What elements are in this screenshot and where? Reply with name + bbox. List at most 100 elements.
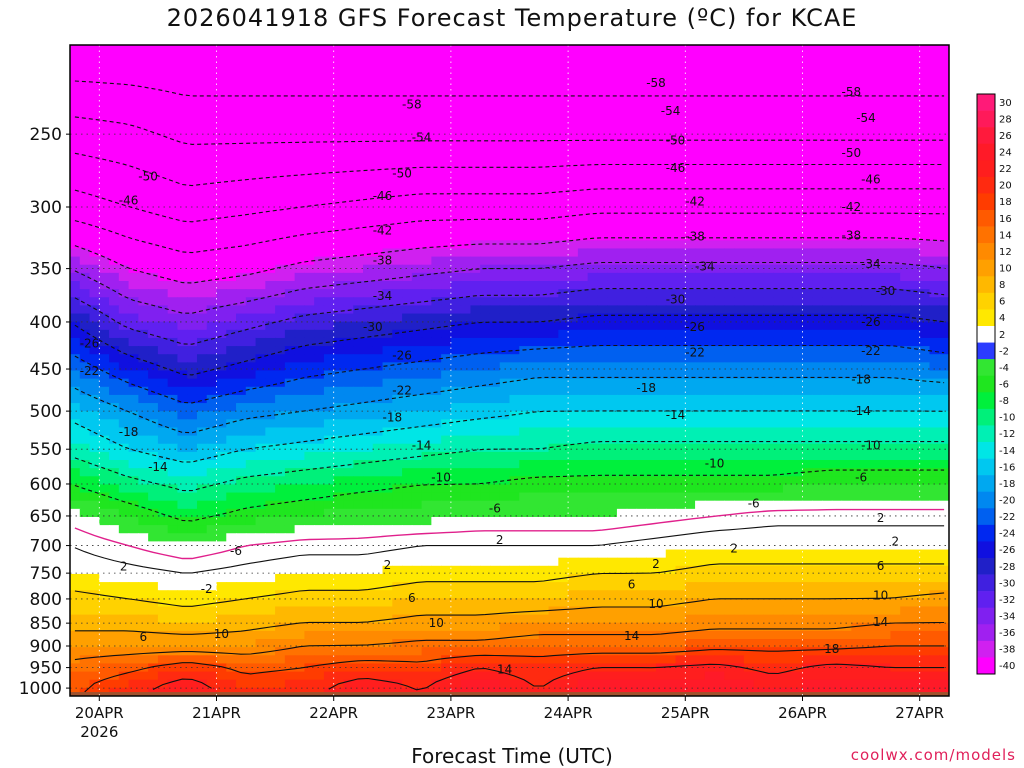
temperature-cell — [900, 93, 911, 103]
temperature-cell — [89, 77, 100, 87]
temperature-cell — [695, 313, 706, 323]
temperature-cell — [529, 427, 540, 437]
temperature-cell — [372, 85, 384, 95]
temperature-cell — [226, 280, 237, 290]
temperature-cell — [441, 191, 452, 201]
temperature-cell — [470, 85, 481, 95]
temperature-cell — [470, 427, 481, 437]
temperature-cell — [333, 419, 345, 429]
temperature-cell — [822, 85, 833, 95]
temperature-cell — [919, 45, 931, 54]
temperature-cell — [900, 256, 911, 266]
temperature-cell — [665, 346, 677, 355]
temperature-cell — [499, 150, 511, 160]
temperature-cell — [616, 183, 628, 193]
temperature-cell — [724, 443, 735, 453]
temperature-cell — [665, 394, 677, 404]
temperature-cell — [939, 346, 949, 355]
temperature-cell — [597, 313, 608, 323]
temperature-cell — [343, 183, 354, 193]
temperature-cell — [196, 264, 208, 274]
temperature-cell — [255, 346, 266, 355]
temperature-cell — [118, 101, 130, 111]
temperature-cell — [929, 403, 940, 412]
temperature-cell — [831, 248, 843, 258]
temperature-cell — [538, 256, 550, 266]
temperature-cell — [372, 126, 384, 136]
temperature-cell — [323, 167, 335, 176]
temperature-cell — [177, 110, 188, 119]
temperature-cell — [255, 61, 266, 71]
temperature-cell — [548, 191, 559, 201]
temperature-cell — [861, 183, 872, 193]
temperature-cell — [919, 435, 931, 445]
temperature-cell — [812, 191, 823, 201]
temperature-cell — [265, 435, 276, 445]
temperature-cell — [841, 61, 852, 71]
temperature-cell — [79, 199, 91, 209]
temperature-cell — [909, 93, 921, 103]
temperature-cell — [275, 142, 286, 152]
temperature-cell — [79, 419, 91, 429]
temperature-cell — [870, 126, 882, 136]
temperature-cell — [704, 305, 716, 315]
temperature-cell — [656, 272, 667, 282]
temperature-cell — [929, 183, 940, 193]
temperature-cell — [382, 272, 393, 282]
temperature-cell — [782, 411, 794, 420]
temperature-cell — [363, 191, 374, 201]
temperature-cell — [675, 419, 686, 429]
temperature-cell — [275, 435, 286, 445]
temperature-cell — [880, 362, 891, 372]
temperature-cell — [216, 45, 227, 54]
temperature-cell — [812, 362, 823, 372]
temperature-cell — [441, 337, 452, 347]
temperature-cell — [558, 175, 569, 184]
temperature-cell — [743, 126, 755, 136]
temperature-cell — [548, 484, 559, 494]
temperature-cell — [792, 280, 804, 290]
temperature-cell — [431, 61, 442, 71]
temperature-cell — [304, 158, 315, 168]
temperature-cell — [460, 142, 472, 152]
temperature-cell — [822, 394, 833, 404]
temperature-cell — [275, 451, 286, 461]
temperature-cell — [939, 224, 949, 233]
temperature-cell — [900, 289, 911, 298]
temperature-cell — [255, 460, 266, 469]
temperature-cell — [226, 199, 237, 209]
temperature-cell — [734, 126, 745, 136]
temperature-cell — [587, 313, 598, 323]
temperature-cell — [255, 370, 266, 380]
temperature-cell — [695, 451, 706, 461]
temperature-cell — [236, 85, 247, 95]
temperature-cell — [255, 85, 266, 95]
temperature-cell — [646, 167, 657, 176]
temperature-cell — [773, 69, 784, 79]
temperature-cell — [577, 337, 589, 347]
temperature-cell — [304, 101, 315, 111]
temperature-cell — [138, 313, 149, 323]
temperature-cell — [167, 460, 179, 469]
temperature-cell — [890, 240, 901, 250]
temperature-cell — [724, 232, 735, 241]
temperature-cell — [304, 435, 315, 445]
temperature-cell — [880, 329, 891, 339]
temperature-cell — [294, 378, 305, 388]
temperature-cell — [939, 85, 949, 95]
temperature-cell — [763, 321, 774, 331]
temperature-cell — [577, 305, 589, 315]
temperature-cell — [841, 435, 852, 445]
temperature-cell — [450, 175, 462, 184]
temperature-cell — [568, 427, 579, 437]
temperature-cell — [128, 451, 139, 461]
temperature-cell — [568, 329, 579, 339]
temperature-cell — [157, 232, 169, 241]
temperature-cell — [480, 403, 491, 412]
temperature-cell — [118, 443, 130, 453]
temperature-cell — [509, 280, 520, 290]
temperature-cell — [773, 443, 784, 453]
temperature-cell — [665, 451, 677, 461]
temperature-cell — [245, 297, 257, 306]
temperature-cell — [118, 118, 130, 127]
